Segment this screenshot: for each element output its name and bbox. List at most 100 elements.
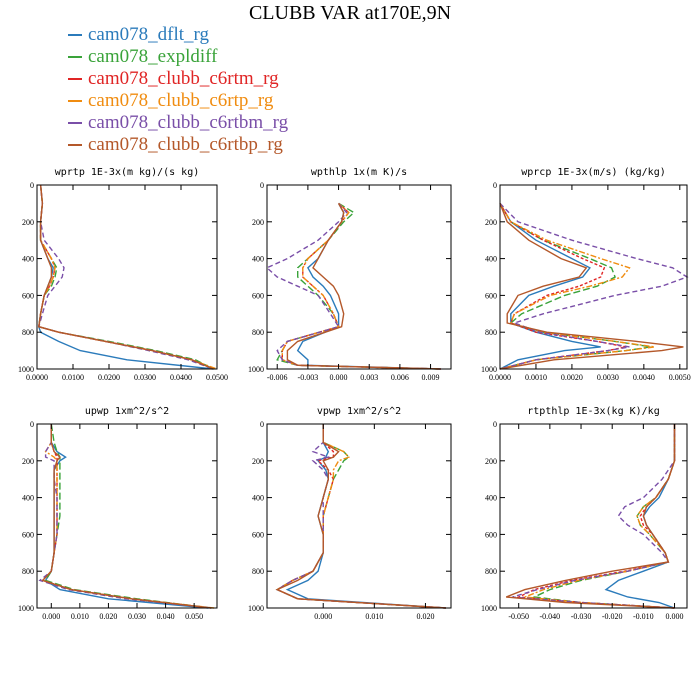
x-tick-label: 0.000 xyxy=(330,373,348,382)
x-tick-label: 0.0400 xyxy=(170,373,192,382)
y-tick-label: 600 xyxy=(485,530,497,539)
plot-frame xyxy=(266,423,452,609)
y-tick-label: 800 xyxy=(485,567,497,576)
x-tick-label: 0.0000 xyxy=(489,373,511,382)
x-tick-label: -0.040 xyxy=(540,612,561,621)
y-tick-label: 800 xyxy=(22,328,34,337)
figure-title: CLUBB VAR at170E,9N xyxy=(248,2,452,24)
plot-frame xyxy=(36,423,218,609)
x-tick-label: -0.003 xyxy=(298,373,319,382)
panel-title: wpthlp 1x(m K)/s xyxy=(311,167,407,178)
y-tick-label: 200 xyxy=(485,457,497,466)
x-tick-label: 0.040 xyxy=(157,612,175,621)
series-line-3 xyxy=(41,424,212,609)
x-tick-label: 0.0100 xyxy=(62,373,84,382)
series-line-4 xyxy=(275,424,446,609)
y-tick-label: 600 xyxy=(22,291,34,300)
legend-swatch xyxy=(68,122,82,124)
legend-label: cam078_clubb_c6rtm_rg xyxy=(88,68,279,89)
series-line-1 xyxy=(499,203,601,370)
legend-swatch xyxy=(68,34,82,36)
x-tick-label: 0.030 xyxy=(128,612,146,621)
series-line-6 xyxy=(286,203,441,370)
x-tick-label: 0.0050 xyxy=(669,373,691,382)
x-tick-label: 0.000 xyxy=(314,612,332,621)
y-tick-label: 400 xyxy=(22,494,34,503)
panel-title: upwp 1xm^2/s^2 xyxy=(85,406,169,417)
legend-item: cam078_dflt_rg xyxy=(68,24,288,46)
legend-swatch xyxy=(68,144,82,146)
x-tick-label: -0.010 xyxy=(633,612,654,621)
series-line-6 xyxy=(41,424,212,609)
chart-panel-1: wprtp 1E-3x(m kg)/(s kg) 0 200 400 600 800 100… xyxy=(18,167,228,382)
series-line-4 xyxy=(499,203,655,370)
series-line-4 xyxy=(524,424,676,609)
y-tick-label: 0 xyxy=(260,181,264,190)
x-tick-label: 0.003 xyxy=(360,373,378,382)
y-tick-label: 1000 xyxy=(481,365,497,374)
y-tick-label: 600 xyxy=(485,291,497,300)
x-tick-label: 0.0500 xyxy=(206,373,228,382)
series-line-2 xyxy=(275,424,446,609)
y-tick-label: 200 xyxy=(22,218,34,227)
y-tick-label: 600 xyxy=(252,530,264,539)
series-line-6 xyxy=(505,424,676,609)
series-line-1 xyxy=(44,424,209,609)
plot-frame xyxy=(36,184,218,370)
y-tick-label: 0 xyxy=(493,181,497,190)
chart-panel-4: upwp 1xm^2/s^2 0 200 400 600 800 1000 0.000 0.01… xyxy=(18,406,218,621)
legend-label: cam078_expldiff xyxy=(88,46,218,67)
y-tick-label: 200 xyxy=(252,457,264,466)
plot-frame xyxy=(499,423,688,609)
legend-label: cam078_clubb_c6rtbm_rg xyxy=(88,112,289,133)
y-tick-label: 0 xyxy=(30,181,34,190)
x-tick-label: 0.0300 xyxy=(134,373,156,382)
x-tick-label: 0.000 xyxy=(42,612,60,621)
y-tick-label: 600 xyxy=(22,530,34,539)
x-tick-label: 0.009 xyxy=(422,373,440,382)
series-line-5 xyxy=(38,424,212,609)
legend-label: cam078_clubb_c6rtp_rg xyxy=(88,90,274,111)
y-tick-label: 1000 xyxy=(248,604,264,613)
x-tick-label: 0.050 xyxy=(185,612,203,621)
legend-item: cam078_clubb_c6rtbm_rg xyxy=(68,112,288,134)
y-tick-label: 1000 xyxy=(248,365,264,374)
panel-title: wprcp 1E-3x(m/s) (kg/kg) xyxy=(521,167,666,178)
series-line-4 xyxy=(41,424,215,609)
series-line-5 xyxy=(499,202,689,370)
chart-panel-2: wpthlp 1x(m K)/s 0 200 400 600 800 1000-0.006 -… xyxy=(248,167,452,382)
series-line-5 xyxy=(275,424,446,609)
y-tick-label: 1000 xyxy=(18,365,34,374)
x-tick-label: 0.000 xyxy=(666,612,684,621)
series-line-6 xyxy=(275,424,446,609)
series-line-2 xyxy=(276,202,441,370)
series-line-3 xyxy=(275,424,446,609)
panel-title: vpwp 1xm^2/s^2 xyxy=(317,406,401,417)
chart-panel-5: vpwp 1xm^2/s^2 0 200 400 600 800 1000 0.000 0.01… xyxy=(248,406,452,621)
y-tick-label: 800 xyxy=(22,567,34,576)
panel-title: rtpthlp 1E-3x(kg K)/kg xyxy=(527,406,659,417)
x-tick-label: -0.006 xyxy=(267,373,288,382)
y-tick-label: 0 xyxy=(30,420,34,429)
series-line-6 xyxy=(499,203,684,370)
y-tick-label: 400 xyxy=(252,255,264,264)
y-tick-label: 800 xyxy=(485,328,497,337)
series-line-1 xyxy=(296,203,441,370)
series-line-3 xyxy=(281,202,441,370)
y-tick-label: 0 xyxy=(493,420,497,429)
legend-item: cam078_expldiff xyxy=(68,46,288,68)
legend-item: cam078_clubb_c6rtm_rg xyxy=(68,68,288,90)
plot-frame xyxy=(499,184,688,370)
y-tick-label: 1000 xyxy=(481,604,497,613)
y-tick-label: 800 xyxy=(252,567,264,576)
x-tick-label: -0.050 xyxy=(508,612,529,621)
series-line-4 xyxy=(281,202,441,370)
series-line-2 xyxy=(531,424,676,609)
x-tick-label: 0.020 xyxy=(416,612,434,621)
series-line-2 xyxy=(44,423,212,609)
series-line-5 xyxy=(37,184,214,370)
legend-swatch xyxy=(68,100,82,102)
x-tick-label: 0.010 xyxy=(71,612,89,621)
plot-frame xyxy=(266,184,452,370)
